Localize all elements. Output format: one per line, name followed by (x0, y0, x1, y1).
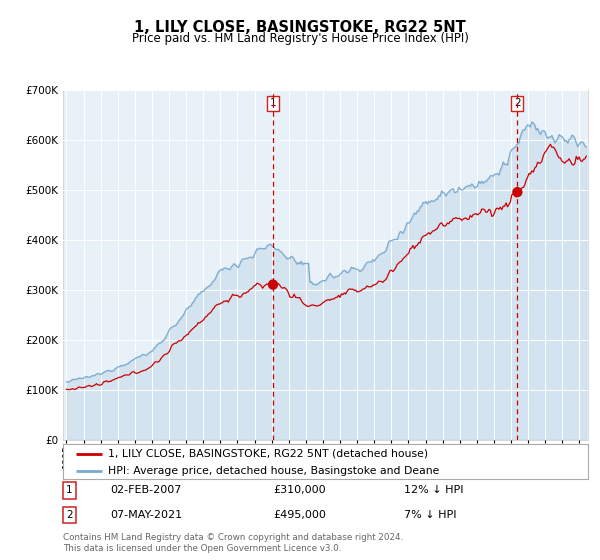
Text: 1: 1 (66, 486, 73, 496)
Text: 1, LILY CLOSE, BASINGSTOKE, RG22 5NT (detached house): 1, LILY CLOSE, BASINGSTOKE, RG22 5NT (de… (107, 449, 428, 459)
Point (512, 188, 522, 197)
Text: 1: 1 (269, 99, 277, 108)
Text: £495,000: £495,000 (273, 510, 326, 520)
Text: 07-MAY-2021: 07-MAY-2021 (110, 510, 182, 520)
Text: Price paid vs. HM Land Registry's House Price Index (HPI): Price paid vs. HM Land Registry's House … (131, 32, 469, 45)
Text: 02-FEB-2007: 02-FEB-2007 (110, 486, 182, 496)
Text: £310,000: £310,000 (273, 486, 326, 496)
Text: 7% ↓ HPI: 7% ↓ HPI (404, 510, 457, 520)
Text: 2: 2 (66, 510, 73, 520)
Text: 2: 2 (514, 99, 521, 108)
Text: 1, LILY CLOSE, BASINGSTOKE, RG22 5NT: 1, LILY CLOSE, BASINGSTOKE, RG22 5NT (134, 20, 466, 35)
Text: 12% ↓ HPI: 12% ↓ HPI (404, 486, 464, 496)
Point (268, 280, 278, 289)
Text: Contains HM Land Registry data © Crown copyright and database right 2024.
This d: Contains HM Land Registry data © Crown c… (63, 533, 403, 553)
Text: HPI: Average price, detached house, Basingstoke and Deane: HPI: Average price, detached house, Basi… (107, 466, 439, 476)
